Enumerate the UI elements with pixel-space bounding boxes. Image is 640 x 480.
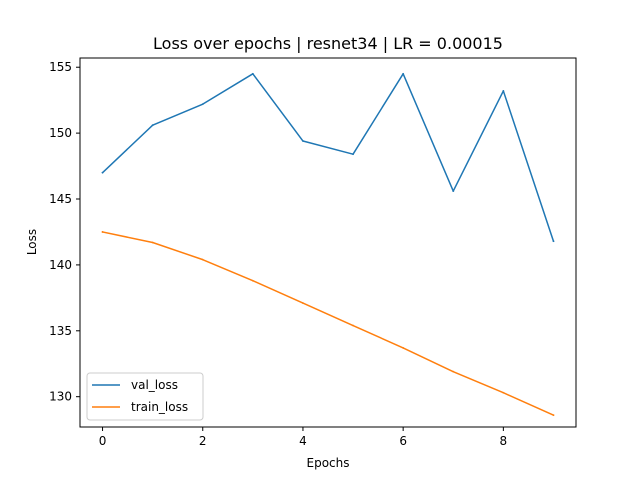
x-tick-label: 2 (199, 434, 207, 448)
data-point-val-loss (402, 72, 405, 75)
data-point-train-loss (201, 258, 204, 261)
y-tick-label: 135 (49, 324, 72, 338)
series-line-val-loss (101, 73, 555, 243)
data-point-val-loss (502, 90, 505, 92)
x-axis-ticks: 0 2 4 6 8 (99, 427, 507, 448)
data-point-val-loss (302, 140, 304, 142)
x-tick-label: 8 (500, 434, 508, 448)
y-tick-label: 130 (49, 390, 72, 404)
data-point-train-loss (101, 231, 104, 233)
y-tick-label: 155 (49, 60, 72, 74)
data-point-train-loss (402, 347, 405, 349)
data-point-val-loss (452, 190, 455, 193)
data-point-val-loss (352, 153, 354, 156)
data-point-val-loss (201, 103, 204, 106)
x-axis-label: Epochs (307, 456, 350, 470)
data-point-train-loss (251, 279, 254, 282)
data-point-train-loss (552, 414, 555, 417)
chart-title: Loss over epochs | resnet34 | LR = 0.000… (153, 34, 503, 53)
data-point-train-loss (151, 241, 154, 244)
y-tick-label: 140 (49, 258, 72, 272)
y-axis-label: Loss (25, 229, 39, 255)
y-axis-ticks: 130 135 140 145 150 155 (49, 60, 80, 404)
data-point-train-loss (502, 391, 505, 394)
data-point-train-loss (302, 302, 304, 305)
y-tick-label: 145 (49, 192, 72, 206)
plot-area (79, 57, 577, 428)
series-line-train-loss (101, 231, 555, 417)
data-point-val-loss (101, 171, 104, 174)
x-tick-label: 6 (399, 434, 407, 448)
x-tick-label: 0 (99, 434, 107, 448)
data-point-val-loss (552, 240, 555, 243)
legend-label-train-loss: train_loss (131, 400, 188, 414)
series-layer (101, 72, 555, 417)
axes-frame (79, 57, 577, 428)
data-point-train-loss (352, 324, 354, 327)
legend-label-val-loss: val_loss (131, 378, 178, 392)
x-tick-label: 4 (299, 434, 307, 448)
data-point-train-loss (452, 370, 455, 373)
data-point-val-loss (251, 72, 254, 75)
y-tick-label: 150 (49, 126, 72, 140)
data-point-val-loss (151, 124, 154, 127)
legend: val_loss train_loss (86, 372, 204, 421)
